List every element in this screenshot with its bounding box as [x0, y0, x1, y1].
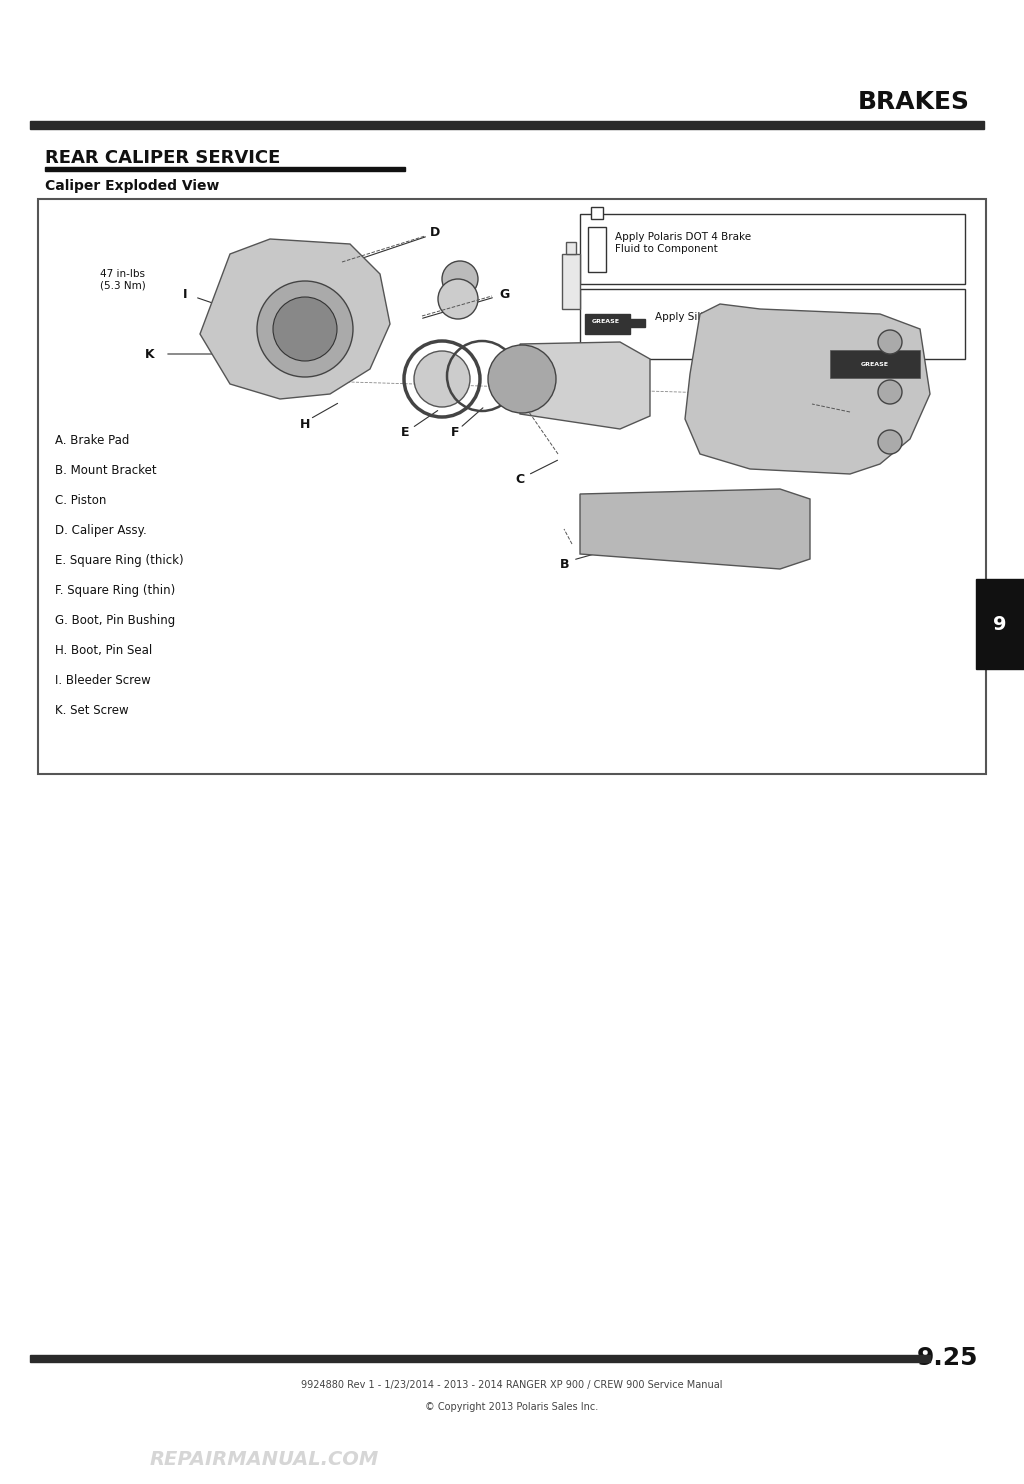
Text: C. Piston: C. Piston: [55, 494, 106, 508]
Text: 9: 9: [993, 614, 1007, 634]
Bar: [45, 168, 406, 171]
Text: Apply Silicone Grease: Apply Silicone Grease: [655, 312, 769, 322]
Polygon shape: [580, 490, 810, 568]
Bar: [580, 214, 965, 283]
Text: 9924880 Rev 1 - 1/23/2014 - 2013 - 2014 RANGER XP 900 / CREW 900 Service Manual: 9924880 Rev 1 - 1/23/2014 - 2013 - 2014 …: [301, 1380, 723, 1391]
Circle shape: [273, 297, 337, 361]
Text: E: E: [400, 426, 410, 438]
Text: E. Square Ring (thick): E. Square Ring (thick): [55, 554, 183, 567]
Text: D: D: [430, 226, 440, 239]
Bar: [562, 254, 580, 309]
Text: H. Boot, Pin Seal: H. Boot, Pin Seal: [55, 644, 153, 657]
Text: Apply Polaris DOT 4 Brake
Fluid to Component: Apply Polaris DOT 4 Brake Fluid to Compo…: [615, 232, 752, 254]
Text: A: A: [850, 416, 860, 429]
Text: REAR CALIPER SERVICE: REAR CALIPER SERVICE: [45, 148, 281, 168]
Text: I: I: [182, 288, 187, 300]
Text: B. Mount Bracket: B. Mount Bracket: [55, 464, 157, 476]
Text: B: B: [560, 558, 569, 570]
Polygon shape: [520, 341, 650, 429]
Bar: [30, 1355, 930, 1362]
Text: G: G: [500, 288, 510, 300]
Bar: [585, 315, 630, 334]
Bar: [630, 319, 645, 326]
Text: © Copyright 2013 Polaris Sales Inc.: © Copyright 2013 Polaris Sales Inc.: [425, 1402, 599, 1411]
Circle shape: [438, 279, 478, 319]
Circle shape: [878, 329, 902, 355]
Bar: [30, 122, 984, 129]
Text: G. Boot, Pin Bushing: G. Boot, Pin Bushing: [55, 614, 175, 628]
Bar: [566, 242, 575, 254]
Circle shape: [878, 380, 902, 404]
Circle shape: [878, 430, 902, 454]
Text: I. Bleeder Screw: I. Bleeder Screw: [55, 674, 151, 687]
Text: D. Caliper Assy.: D. Caliper Assy.: [55, 524, 146, 537]
Polygon shape: [685, 304, 930, 473]
Text: F. Square Ring (thin): F. Square Ring (thin): [55, 585, 175, 597]
Text: K. Set Screw: K. Set Screw: [55, 703, 129, 717]
Bar: [830, 350, 920, 378]
Circle shape: [414, 352, 470, 407]
Text: GREASE: GREASE: [592, 319, 620, 324]
Text: GREASE: GREASE: [861, 362, 889, 367]
Text: REPAIRMANUAL.COM: REPAIRMANUAL.COM: [150, 1450, 379, 1469]
Text: C: C: [515, 472, 524, 485]
Text: A. Brake Pad: A. Brake Pad: [55, 433, 129, 447]
Bar: [976, 579, 1024, 669]
Text: F: F: [451, 426, 459, 438]
Circle shape: [257, 280, 353, 377]
Circle shape: [488, 344, 556, 413]
Bar: [591, 206, 603, 220]
Text: K: K: [145, 347, 155, 361]
Text: 47 in-lbs
(5.3 Nm): 47 in-lbs (5.3 Nm): [100, 269, 145, 291]
Bar: [580, 289, 965, 359]
Text: BRAKES: BRAKES: [858, 91, 970, 114]
Text: 9.25: 9.25: [916, 1346, 978, 1370]
Bar: [588, 227, 606, 272]
Circle shape: [442, 261, 478, 297]
Text: Caliper Exploded View: Caliper Exploded View: [45, 180, 219, 193]
Bar: [38, 199, 986, 775]
Text: H: H: [300, 417, 310, 430]
Polygon shape: [200, 239, 390, 399]
